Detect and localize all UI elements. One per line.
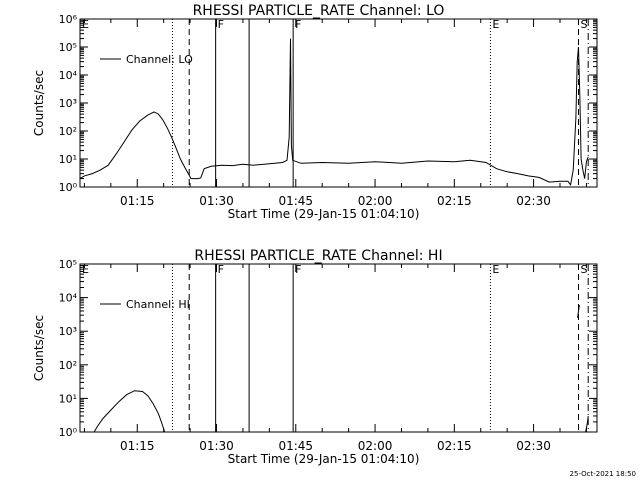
panel-1-ytick-label: 10⁴ [59, 69, 78, 82]
panel-2-xtick-label: 01:30 [199, 439, 234, 453]
panel-1-xtick-label: 01:15 [120, 194, 155, 208]
panel-1-xtick-label: 02:00 [358, 194, 393, 208]
panel-1-frame [79, 18, 598, 188]
panel-2-legend-label: Channel: HI [126, 298, 190, 311]
panel-2-series-line [93, 390, 166, 433]
panel-1-ytick-label: 10² [59, 125, 77, 138]
panel-1-marker-label: E [82, 18, 89, 31]
panel-1-xlabel: Start Time (29-Jan-15 01:04:10) [228, 207, 420, 221]
panel-1-xtick-label: 01:45 [278, 194, 313, 208]
panel-1-xtick-label: 01:30 [199, 194, 234, 208]
panel-1-marker-label: F [218, 18, 224, 31]
panel-2-marker-label: E [82, 263, 89, 276]
panel-1-title: RHESSI PARTICLE_RATE Channel: LO [193, 3, 445, 19]
panel-1-marker-label: F [295, 18, 301, 31]
panel-1-ytick-label: 10⁵ [59, 41, 77, 54]
panel-2-xtick-label: 01:45 [278, 439, 313, 453]
panel-2-marker-label: F [295, 263, 301, 276]
panel-2-marker-label: F [218, 263, 224, 276]
panel-1-marker-label: E [492, 18, 499, 31]
panel-2-ytick-label: 10⁴ [59, 292, 78, 305]
panel-2-xtick-label: 02:30 [516, 439, 551, 453]
panel-1-series-line [79, 38, 589, 187]
panel-2-ytick-label: 10⁰ [59, 426, 78, 439]
panel-1-xtick-label: 02:30 [516, 194, 551, 208]
panel-2-ytick-label: 10³ [59, 325, 77, 338]
panel-1-ytick-label: 10⁶ [59, 13, 78, 26]
panel-2-ytick-label: 10¹ [59, 392, 77, 405]
panel-2-frame [79, 263, 598, 433]
panel-1-marker-label: S [581, 18, 588, 31]
panel-1-ytick-label: 10³ [59, 97, 77, 110]
panel-1-ytick-label: 10⁰ [59, 181, 78, 194]
panel-2-xtick-label: 02:15 [437, 439, 472, 453]
panel-2-xtick-label: 02:00 [358, 439, 393, 453]
panel-1-legend-label: Channel: LO [126, 53, 193, 66]
panel-2-series-line [585, 415, 589, 433]
panel-2-ytick-label: 10⁵ [59, 258, 77, 271]
panel-2-marker-label: E [492, 263, 499, 276]
footer-timestamp: 25-Oct-2021 18:50 [570, 470, 636, 478]
panel-2-ylabel: Counts/sec [32, 315, 46, 381]
panel-2-xlabel: Start Time (29-Jan-15 01:04:10) [228, 452, 420, 466]
panel-1-ylabel: Counts/sec [32, 70, 46, 136]
panel-2-marker-label: S [581, 263, 588, 276]
panel-1-ytick-label: 10¹ [59, 153, 77, 166]
panel-2-series-line [577, 305, 580, 318]
panel-2-ytick-label: 10² [59, 359, 77, 372]
panel-2-title: RHESSI PARTICLE_RATE Channel: HI [194, 248, 442, 264]
panel-2-xtick-label: 01:15 [120, 439, 155, 453]
panel-1-xtick-label: 02:15 [437, 194, 472, 208]
